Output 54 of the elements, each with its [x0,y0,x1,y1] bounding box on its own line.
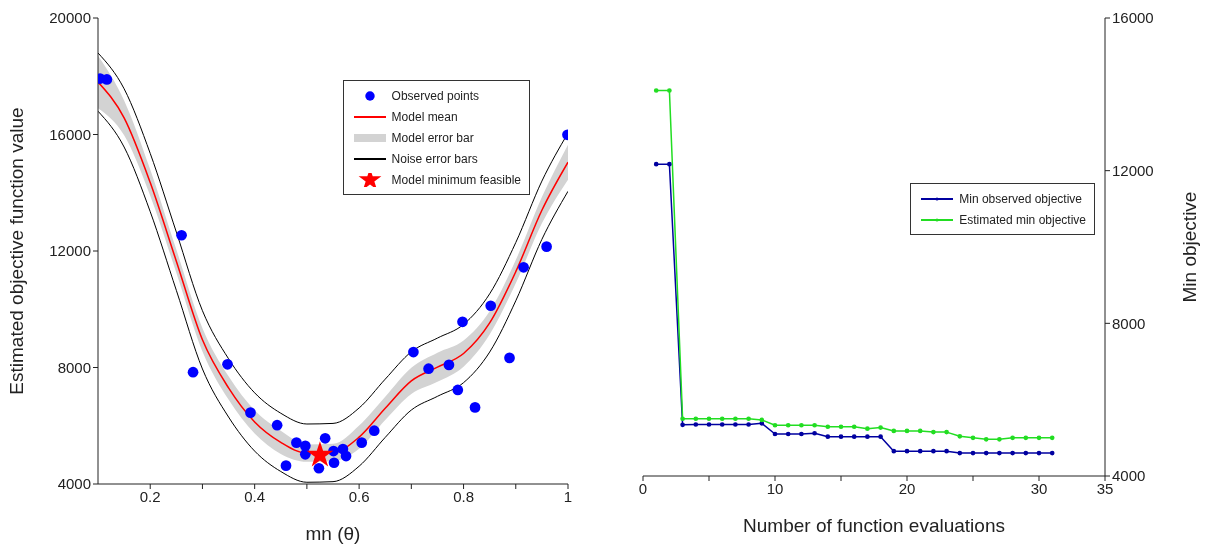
legend-label: Observed points [391,88,479,103]
point [271,419,283,431]
y2-tick-label: 12000 [1112,161,1154,179]
x-tick-label: 0 [638,479,648,497]
y-tick-label: 12000 [49,242,91,260]
point [443,359,455,371]
point [368,425,380,437]
y2-axis-title: Min objective [1178,191,1200,303]
y-tick-label: 20000 [49,9,91,27]
legend-label: Noise error bars [391,151,478,166]
legend-label: Model mean [391,109,458,124]
point [291,437,302,448]
x-tick-label: 0.2 [139,487,161,505]
y2-tick-label: 4000 [1112,467,1146,485]
point [457,316,468,328]
y-tick-label: 4000 [57,475,91,493]
point [504,352,515,364]
point [280,460,292,471]
y-tick-label: 8000 [57,358,91,376]
point [313,462,325,474]
x-tick-label: 0.8 [453,487,474,505]
x-tick-label: 10 [766,479,784,497]
x-axis-title: mn (θ) [305,523,361,544]
point [176,229,187,241]
annotation: Model error bar [391,130,474,145]
point [328,457,340,469]
point [245,407,256,418]
point [469,402,481,413]
y-tick-label: 16000 [49,125,91,143]
x-tick-label: 0.4 [244,487,266,505]
point [452,384,464,396]
legend-label: Estimated min objective [959,212,1086,227]
point [319,432,331,444]
legend-label: Model minimum feasible [391,172,521,187]
point [423,363,434,375]
point [340,450,352,462]
x-tick-label: 35 [1096,479,1114,497]
y-axis-title: Estimated objective function value [5,107,27,395]
y2-tick-label: 16000 [1112,9,1154,27]
x-axis-title: Number of function evaluations [743,515,1005,536]
point [306,441,334,467]
x-tick-label: 1 [563,487,573,505]
point [222,358,233,370]
point [408,346,419,358]
point [541,241,552,252]
x-tick-label: 0.6 [348,487,370,505]
y2-tick-label: 8000 [1112,314,1146,332]
x-tick-label: 30 [1030,479,1048,497]
legend-label: Min observed objective [959,191,1082,206]
point [518,261,529,273]
point [485,300,497,312]
point [356,437,368,448]
point [187,366,199,378]
x-tick-label: 20 [898,479,916,497]
